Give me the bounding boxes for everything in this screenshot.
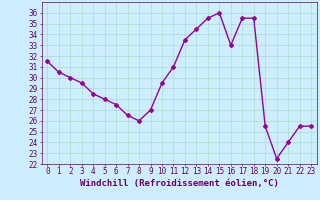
X-axis label: Windchill (Refroidissement éolien,°C): Windchill (Refroidissement éolien,°C) — [80, 179, 279, 188]
